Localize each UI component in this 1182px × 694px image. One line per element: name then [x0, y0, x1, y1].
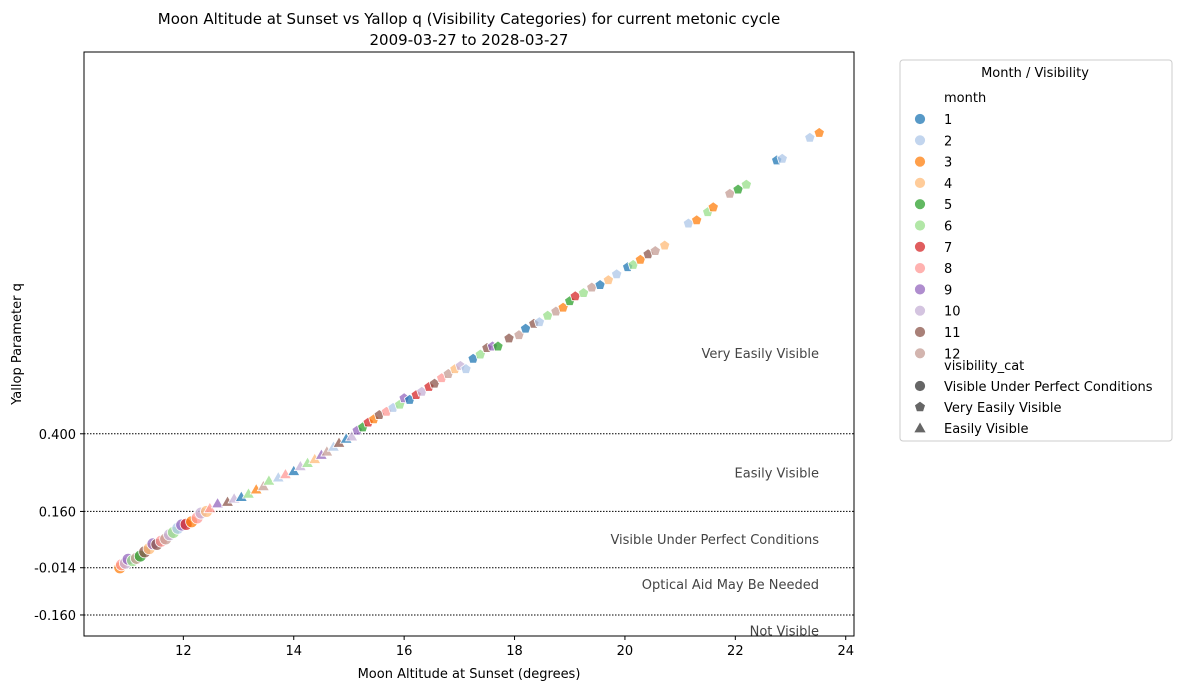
x-tick-label: 22 [727, 644, 744, 659]
legend-marker-month-6 [914, 219, 926, 232]
data-point [659, 239, 671, 251]
legend-month-header: month [944, 91, 986, 106]
legend-marker-month-8 [914, 262, 926, 275]
data-point [533, 316, 546, 327]
data-point [492, 340, 504, 352]
data-point [804, 131, 816, 143]
legend-label-month-7: 7 [944, 241, 952, 256]
legend-marker-month-4 [914, 176, 926, 189]
data-point [813, 126, 825, 138]
region-label: Very Easily Visible [701, 347, 819, 362]
legend-title: Month / Visibility [981, 66, 1089, 81]
x-tick-label: 18 [506, 644, 523, 659]
data-point [602, 274, 615, 285]
x-tick-label: 20 [617, 644, 634, 659]
legend-marker-month-9 [914, 283, 926, 296]
data-point [610, 268, 623, 280]
legend-marker-category [914, 380, 926, 392]
legend-marker-category [912, 420, 928, 434]
data-point [577, 287, 590, 298]
legend-label-month-9: 9 [944, 283, 952, 298]
chart-title-line2: 2009-03-27 to 2028-03-27 [370, 31, 569, 49]
y-axis-label: Yallop Parameter q [10, 283, 25, 406]
region-labels: Very Easily Visible Easily Visible Visible… [610, 347, 819, 640]
data-point [210, 496, 225, 509]
legend-label-month-8: 8 [944, 262, 952, 277]
legend-marker-category [914, 400, 926, 413]
legend-label-month-6: 6 [944, 220, 952, 235]
data-point [503, 332, 515, 344]
data-points [113, 126, 825, 575]
legend-label-month-12: 12 [944, 347, 961, 362]
threshold-lines [84, 433, 854, 616]
y-tick-label: -0.160 [34, 609, 76, 624]
legend: Month / Visibility month123456789101112v… [899, 59, 1173, 442]
data-point [740, 178, 753, 190]
legend-items: month123456789101112visibility_catVisibl… [912, 91, 1153, 437]
y-tick-label: 0.400 [39, 428, 76, 443]
legend-label-month-10: 10 [944, 305, 961, 320]
data-point [707, 201, 719, 213]
legend-label-category: Very Easily Visible [944, 401, 1062, 416]
data-point [262, 473, 276, 486]
legend-label-category: Easily Visible [944, 422, 1028, 437]
region-label: Not Visible [750, 624, 819, 639]
legend-marker-month-3 [914, 155, 926, 168]
x-tick-label: 12 [175, 644, 192, 659]
legend-label-month-5: 5 [944, 198, 952, 213]
legend-marker-month-5 [914, 198, 926, 211]
legend-frame [899, 59, 1173, 442]
data-point [345, 429, 359, 442]
x-tick-label: 16 [396, 644, 413, 659]
legend-label-category: Visible Under Perfect Conditions [944, 380, 1153, 395]
legend-label-month-11: 11 [944, 326, 961, 341]
y-tick-label: 0.160 [39, 505, 76, 520]
region-label: Easily Visible [735, 467, 819, 482]
y-axis: 0.400 0.160 -0.014 -0.160 [34, 428, 84, 624]
x-axis-label: Moon Altitude at Sunset (degrees) [358, 667, 581, 682]
legend-label-month-4: 4 [944, 177, 952, 192]
data-point [649, 245, 661, 256]
region-label: Visible Under Perfect Conditions [610, 533, 819, 548]
legend-marker-month-11 [914, 326, 926, 338]
x-tick-label: 24 [837, 644, 854, 659]
legend-marker-month-10 [914, 304, 926, 317]
plot-frame [83, 51, 855, 637]
x-tick-label: 14 [285, 644, 302, 659]
legend-marker-month-2 [914, 134, 926, 147]
chart-title-line1: Moon Altitude at Sunset vs Yallop q (Vis… [158, 10, 780, 28]
data-point [460, 363, 472, 374]
region-label: Optical Aid May Be Needed [642, 578, 819, 593]
data-point [691, 214, 703, 226]
legend-marker-month-12 [914, 347, 926, 360]
legend-label-month-1: 1 [944, 113, 952, 128]
legend-marker-month-1 [914, 113, 926, 125]
x-axis: 12 14 16 18 20 22 24 [175, 636, 854, 659]
legend-label-month-3: 3 [944, 156, 952, 171]
legend-category-header: visibility_cat [944, 359, 1024, 374]
legend-label-month-2: 2 [944, 134, 952, 149]
legend-marker-month-7 [914, 240, 926, 253]
data-point [776, 152, 788, 164]
y-tick-label: -0.014 [34, 562, 76, 577]
